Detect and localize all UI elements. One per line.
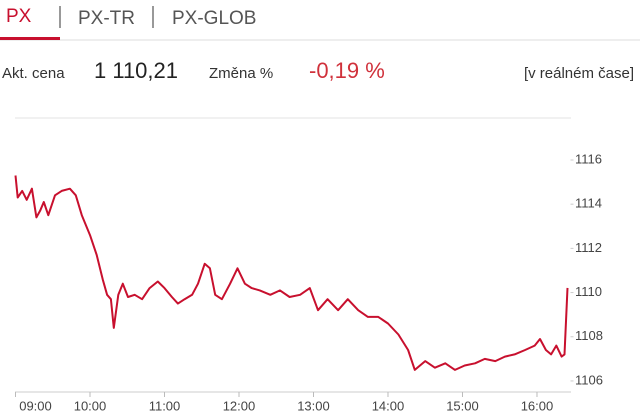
change: -0,19 % bbox=[309, 58, 385, 83]
y-tick-label: 1108 bbox=[575, 328, 603, 343]
note: [v reálném čase] bbox=[524, 65, 634, 82]
change-label: Změna % bbox=[209, 65, 273, 82]
x-tick-label: 10:00 bbox=[74, 398, 107, 413]
x-tick-label: 09:00 bbox=[19, 398, 52, 413]
tab[interactable]: PX bbox=[6, 6, 32, 27]
y-tick-label: 1116 bbox=[575, 151, 602, 166]
y-tick-label: 1106 bbox=[575, 372, 603, 387]
x-tick-label: 11:00 bbox=[149, 398, 181, 413]
price: 1 110,21 bbox=[94, 58, 178, 83]
active-underline bbox=[0, 37, 60, 40]
y-tick-label: 1114 bbox=[575, 196, 602, 211]
price-line bbox=[14, 175, 569, 371]
x-tick-label: 14:00 bbox=[372, 398, 405, 413]
x-tick-label: 13:00 bbox=[297, 398, 330, 413]
tab[interactable]: PX-GLOB bbox=[172, 8, 256, 29]
price-label: Akt. cena bbox=[2, 65, 65, 82]
tab[interactable]: PX-TR bbox=[78, 8, 135, 29]
x-tick-label: 15:00 bbox=[446, 398, 479, 413]
x-tick-label: 12:00 bbox=[223, 398, 256, 413]
y-tick-label: 1110 bbox=[575, 284, 602, 299]
x-tick-label: 16:00 bbox=[521, 398, 554, 413]
y-tick-label: 1112 bbox=[575, 240, 602, 255]
